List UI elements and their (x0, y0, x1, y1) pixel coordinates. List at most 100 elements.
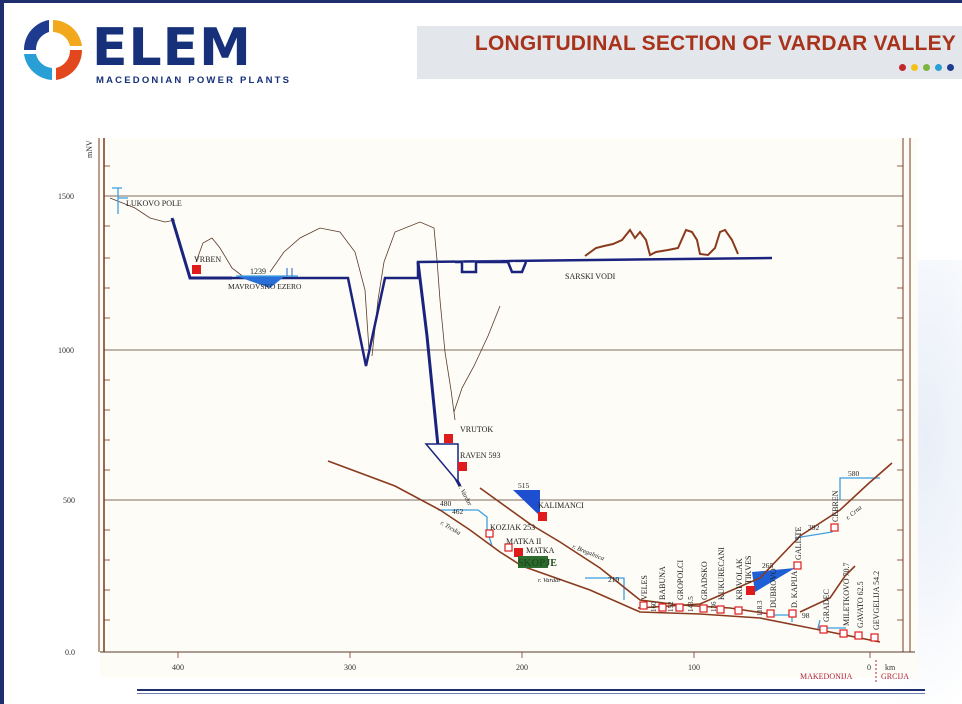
plant-kukurecani (716, 605, 725, 614)
plant-cebren (830, 523, 839, 532)
plant-matka (514, 548, 523, 557)
plant-miletkovo (839, 629, 848, 638)
plant-gropolci (675, 603, 684, 612)
plant-vrutok (444, 434, 453, 443)
label-gradsko: GRADSKO (700, 561, 709, 600)
plant-raven (458, 462, 467, 471)
skopje-city-mark (518, 556, 548, 568)
label-gevgelija: GEVGELIJA 54.2 (872, 571, 881, 630)
dot-cyan (935, 64, 942, 71)
label-118: 118.3 (756, 600, 764, 616)
label-kozjak: KOZJAK 253 (490, 523, 535, 532)
label-gavato: GAVATO 62.5 (856, 581, 865, 628)
label-gradec: GRADEC (822, 589, 831, 622)
label-gropolci: GROPOLCI (676, 560, 685, 600)
label-galiste: GALISTE (794, 527, 803, 560)
bottom-rule (137, 689, 925, 691)
label-matka: MATKA (526, 546, 555, 555)
label-kalimanci: KALIMANCI (538, 501, 584, 510)
label-580: 580 (848, 469, 860, 478)
ridge-lines (109, 197, 501, 421)
label-kukurecani: KUKURECANI (717, 547, 726, 600)
plant-dkapija (788, 609, 797, 618)
label-kalimanci-level: 515 (518, 481, 530, 490)
label-152: 152 (667, 601, 675, 612)
reservoir-kalimanci (513, 490, 540, 516)
label-mavrovo-level: 1239 (250, 267, 266, 276)
plant-galiste (793, 561, 802, 570)
label-miletkovo: MILETKOVO 70.7 (842, 562, 851, 626)
brand-name: ELEM (92, 18, 252, 78)
plant-gavato (854, 631, 863, 640)
x-tick-0: 0 (867, 663, 871, 672)
x-tick-100: 100 (688, 663, 700, 672)
y-tick-1000: 1000 (58, 346, 74, 355)
plant-matka2 (504, 543, 513, 552)
x-unit: km (885, 663, 896, 672)
y-tick-1500: 1500 (58, 192, 74, 201)
label-dkapija: D. KAPIJA (790, 570, 799, 608)
label-skopje: SKOPJE (518, 558, 557, 569)
plant-dubrovo-low (766, 609, 775, 618)
plant-krivolak (734, 606, 743, 615)
y-axis-label: mNV (85, 140, 94, 158)
plant-kozjak (485, 529, 494, 538)
brand-subtitle: MACEDONIAN POWER PLANTS (96, 75, 292, 86)
label-tikves: TIKVES (744, 556, 753, 584)
label-sarski: SARSKI VODI (565, 272, 616, 281)
plant-gevgelija (870, 633, 879, 642)
label-143: 143.5 (687, 596, 695, 612)
label-vrutok: VRUTOK (460, 425, 493, 434)
plant-vrben (192, 265, 201, 274)
axis-ticks (104, 165, 903, 658)
plant-babuna (658, 603, 667, 612)
plants-planned (485, 523, 879, 642)
label-lukovo: LUKOVO POLE (126, 199, 182, 208)
plant-gradec (819, 625, 828, 634)
label-dubrovo: DUBROVO (769, 568, 778, 608)
elem-logo: ELEM MACEDONIAN POWER PLANTS (18, 14, 308, 92)
border-label-grcija: GRCIJA (881, 672, 909, 681)
dot-yellow (911, 64, 918, 71)
page-title: LONGITUDINAL SECTION OF VARDAR VALLEY (474, 32, 956, 55)
top-border (0, 0, 962, 3)
label-265: 265 (762, 561, 774, 570)
label-krivolak: KRIVOLAK (735, 558, 744, 600)
label-veles: VELES (640, 575, 649, 600)
dot-green (923, 64, 930, 71)
label-river-vardar: r. Vardar (538, 577, 561, 584)
plant-gradsko (699, 604, 708, 613)
plant-kalimanci (538, 512, 547, 521)
label-219: 219 (608, 575, 620, 584)
x-tick-300: 300 (344, 663, 356, 672)
label-98: 98 (802, 611, 810, 620)
label-mavrovo: MAVROVSKO EZERO (228, 282, 302, 291)
label-raven: RAVEN 593 (460, 451, 501, 460)
left-border (0, 0, 4, 704)
label-cebren: CEBREN (831, 490, 840, 522)
label-392: 392 (808, 523, 820, 532)
label-136: 136 (710, 601, 718, 612)
y-tick-500: 500 (63, 496, 75, 505)
bottom-rule-thin (137, 693, 925, 694)
diagram-paper (100, 138, 918, 678)
label-matka2: MATKA II (506, 537, 542, 546)
plant-tikves (746, 586, 755, 595)
label-kozjak-462: 462 (452, 507, 464, 516)
label-vrben: VRBEN (194, 255, 221, 264)
label-kozjak-480: 480 (440, 499, 452, 508)
dot-blue (947, 64, 954, 71)
logo-swirl-icon (23, 20, 83, 80)
title-bar: LONGITUDINAL SECTION OF VARDAR VALLEY (417, 26, 962, 79)
title-dots (899, 64, 954, 71)
x-tick-400: 400 (172, 663, 184, 672)
x-tick-200: 200 (516, 663, 528, 672)
label-babuna: BABUNA (658, 566, 667, 600)
y-tick-0: 0.0 (65, 648, 75, 657)
dot-red (899, 64, 906, 71)
plants-existing (192, 265, 755, 595)
plant-veles (639, 601, 648, 610)
level-tickmarks (286, 268, 293, 276)
reservoir-mavrovo (236, 276, 285, 288)
